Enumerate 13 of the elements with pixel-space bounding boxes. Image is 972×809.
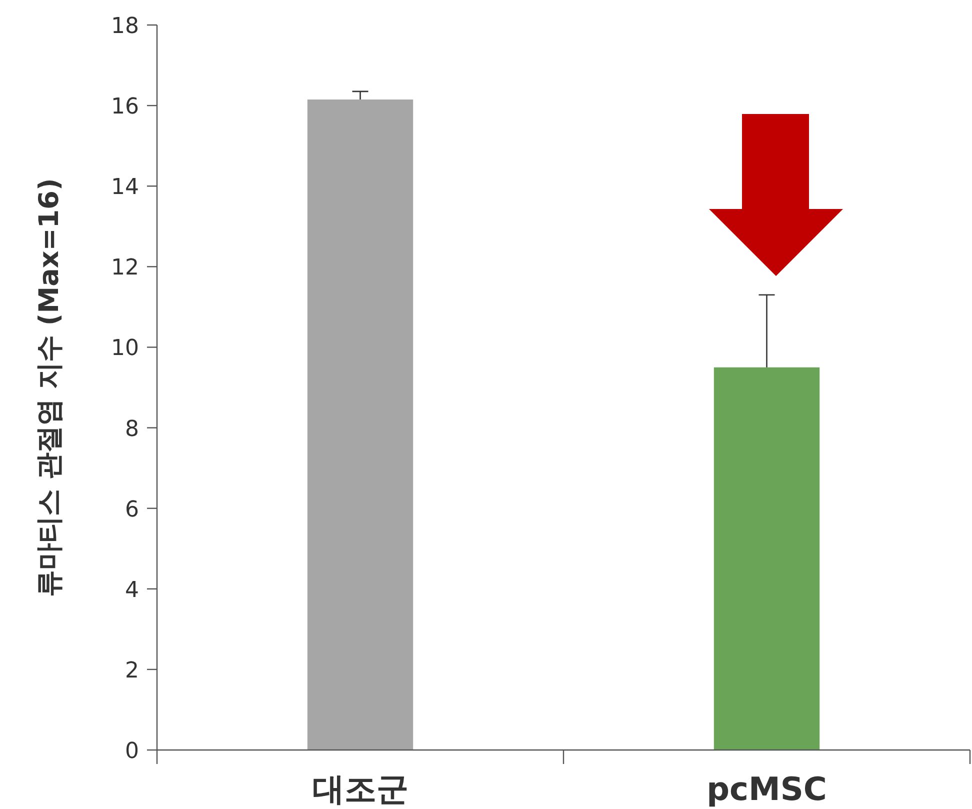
y-tick-label: 8: [125, 416, 139, 442]
x-tick-label: 대조군: [312, 770, 408, 808]
y-tick-label: 12: [111, 256, 139, 281]
y-axis-title: 류마티스 관절염 지수 (Max=16): [34, 178, 65, 597]
y-tick-label: 4: [125, 578, 139, 603]
y-tick-label: 0: [125, 739, 139, 764]
y-tick-label: 6: [125, 497, 139, 522]
y-tick-label: 16: [111, 94, 139, 120]
y-tick-label: 18: [111, 14, 139, 39]
y-tick-label: 10: [111, 336, 139, 362]
x-tick-label: pcMSC: [706, 770, 827, 808]
y-tick-label: 2: [125, 658, 139, 684]
y-tick-label: 14: [111, 175, 139, 200]
